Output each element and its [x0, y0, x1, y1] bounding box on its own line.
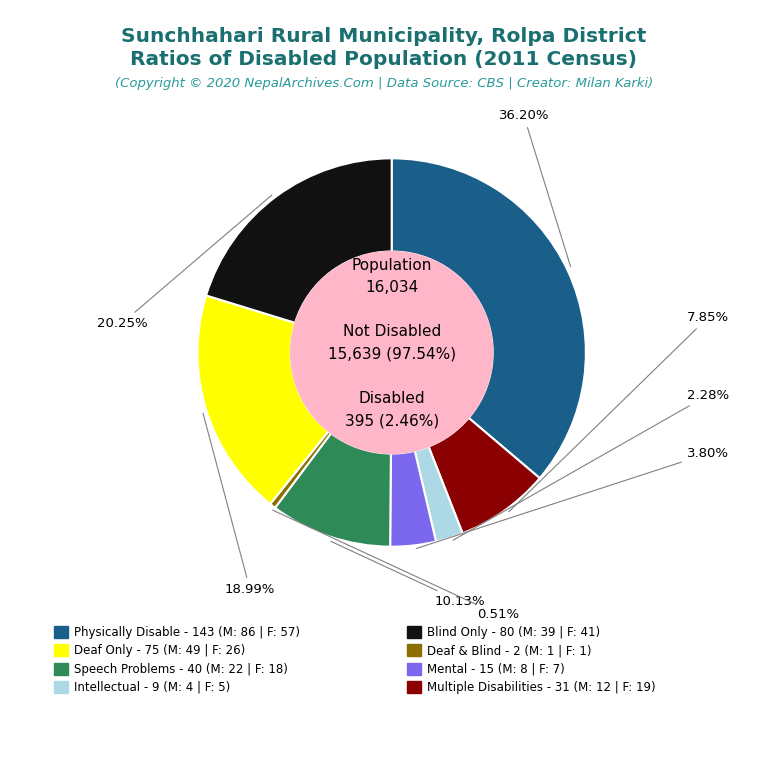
Wedge shape: [392, 158, 586, 478]
Circle shape: [291, 252, 492, 453]
Text: 2.28%: 2.28%: [453, 389, 729, 540]
Wedge shape: [429, 418, 540, 533]
Text: 20.25%: 20.25%: [97, 195, 272, 330]
Text: 0.51%: 0.51%: [273, 510, 519, 621]
Text: Population
16,034

Not Disabled
15,639 (97.54%)

Disabled
395 (2.46%): Population 16,034 Not Disabled 15,639 (9…: [328, 257, 455, 428]
Text: 10.13%: 10.13%: [331, 541, 485, 607]
Text: 36.20%: 36.20%: [498, 109, 571, 266]
Text: 7.85%: 7.85%: [509, 311, 729, 511]
Text: 3.80%: 3.80%: [416, 447, 729, 548]
Wedge shape: [270, 432, 331, 508]
Text: (Copyright © 2020 NepalArchives.Com | Data Source: CBS | Creator: Milan Karki): (Copyright © 2020 NepalArchives.Com | Da…: [115, 77, 653, 90]
Wedge shape: [390, 451, 436, 547]
Text: Ratios of Disabled Population (2011 Census): Ratios of Disabled Population (2011 Cens…: [131, 50, 637, 69]
Wedge shape: [197, 296, 329, 504]
Wedge shape: [275, 433, 391, 547]
Wedge shape: [206, 158, 392, 323]
Wedge shape: [415, 446, 462, 541]
Legend: Blind Only - 80 (M: 39 | F: 41), Deaf & Blind - 2 (M: 1 | F: 1), Mental - 15 (M:: Blind Only - 80 (M: 39 | F: 41), Deaf & …: [405, 624, 658, 697]
Text: Sunchhahari Rural Municipality, Rolpa District: Sunchhahari Rural Municipality, Rolpa Di…: [121, 27, 647, 46]
Text: 18.99%: 18.99%: [203, 413, 275, 596]
